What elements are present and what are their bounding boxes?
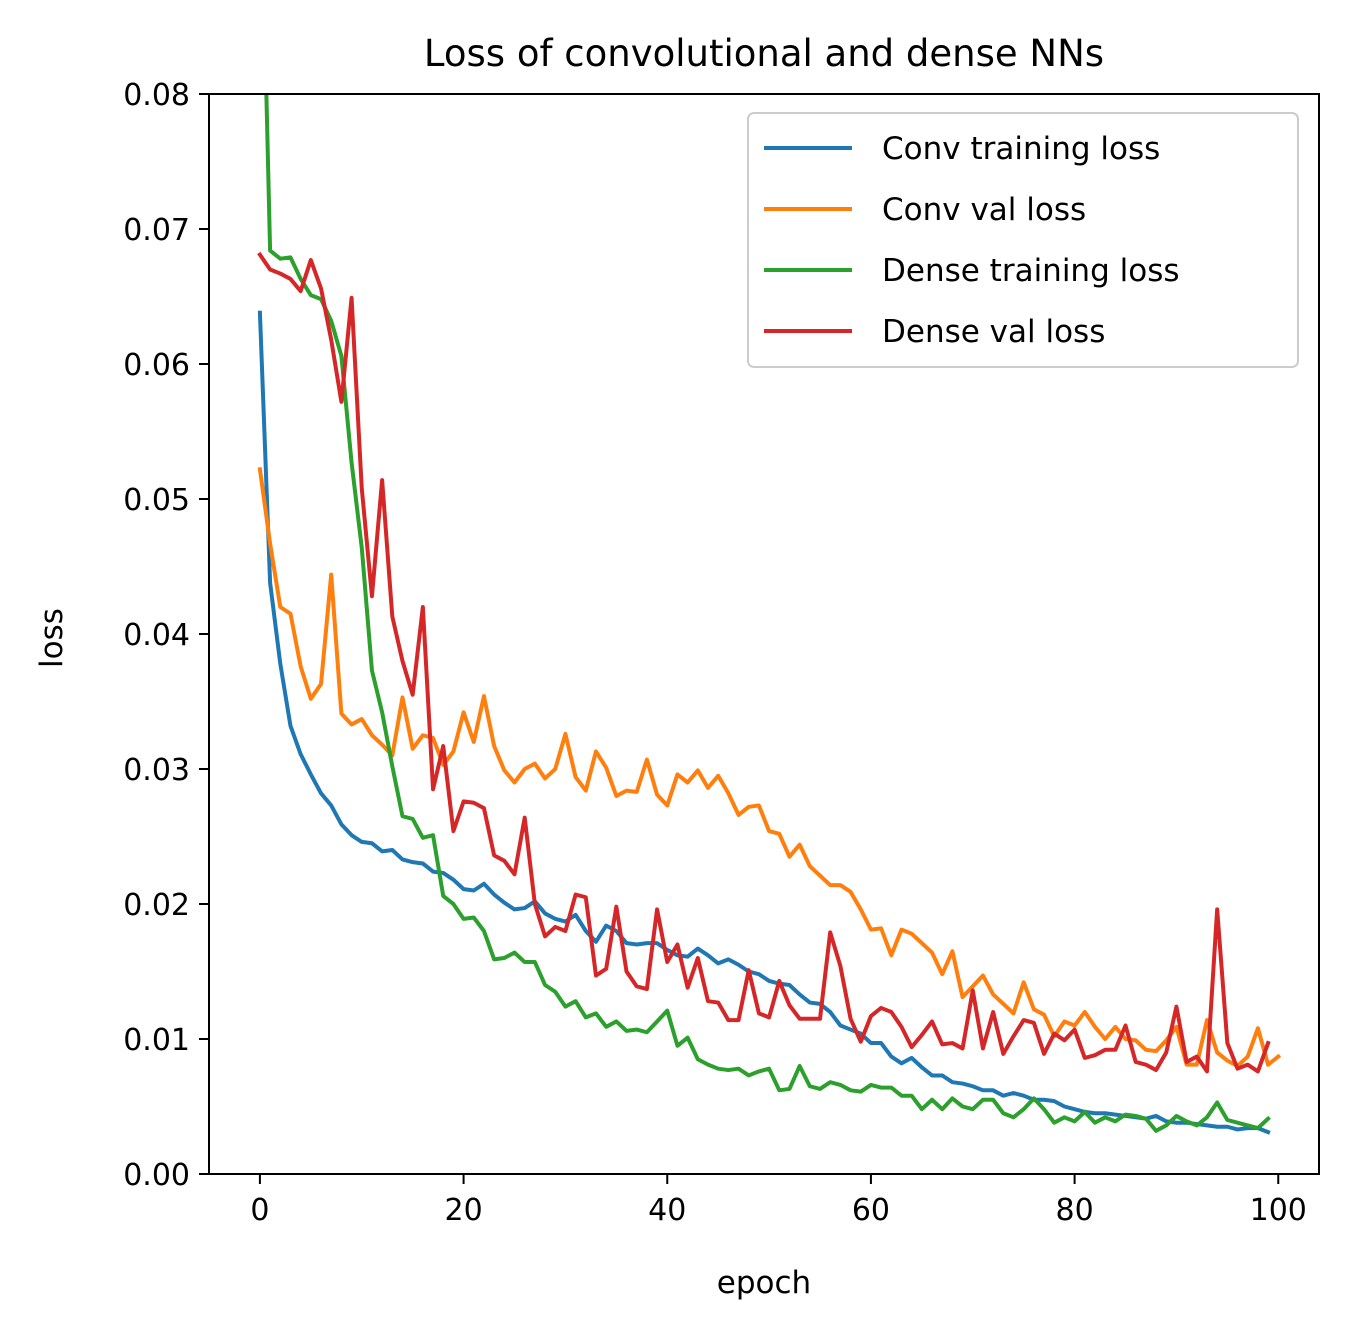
y-tick-label: 0.05 bbox=[123, 483, 190, 518]
y-tick-label: 0.01 bbox=[123, 1023, 190, 1058]
y-tick-label: 0.02 bbox=[123, 888, 190, 923]
y-tick-label: 0.06 bbox=[123, 348, 190, 383]
series-line-conv-training-loss bbox=[257, 310, 1271, 1135]
y-tick-label: 0.00 bbox=[123, 1158, 190, 1193]
x-tick-label: 0 bbox=[250, 1193, 269, 1228]
y-tick-label: 0.04 bbox=[123, 618, 190, 653]
legend-label-dense-val-loss: Dense val loss bbox=[882, 314, 1105, 350]
legend-label-conv-val-loss: Conv val loss bbox=[882, 192, 1086, 228]
chart-title: Loss of convolutional and dense NNs bbox=[424, 32, 1104, 75]
series-line-dense-training-loss bbox=[264, 94, 1271, 1133]
legend-box bbox=[747, 112, 1299, 368]
x-tick-label: 20 bbox=[444, 1193, 482, 1228]
y-tick-label: 0.03 bbox=[123, 753, 190, 788]
x-tick-label: 40 bbox=[648, 1193, 686, 1228]
x-axis-label: epoch bbox=[717, 1265, 811, 1301]
y-axis-ticks: 0.00 0.01 0.02 0.03 0.04 0.05 0.06 0.07 0.08 bbox=[123, 78, 209, 1193]
plot-area bbox=[257, 94, 1282, 1135]
series-line-dense-val-loss bbox=[257, 251, 1271, 1074]
y-tick-label: 0.08 bbox=[123, 78, 190, 113]
plot-frame bbox=[208, 93, 1320, 1175]
x-axis-ticks: 0 20 40 60 80 100 bbox=[250, 1174, 1307, 1228]
x-tick-label: 100 bbox=[1250, 1193, 1307, 1228]
legend-label-conv-training-loss: Conv training loss bbox=[882, 131, 1160, 167]
x-tick-label: 80 bbox=[1056, 1193, 1094, 1228]
legend-label-dense-training-loss: Dense training loss bbox=[882, 253, 1180, 289]
y-tick-label: 0.07 bbox=[123, 213, 190, 248]
legend: Conv training loss Conv val loss Dense tra… bbox=[747, 112, 1299, 368]
x-tick-label: 60 bbox=[852, 1193, 890, 1228]
y-axis-label: loss bbox=[34, 608, 70, 668]
